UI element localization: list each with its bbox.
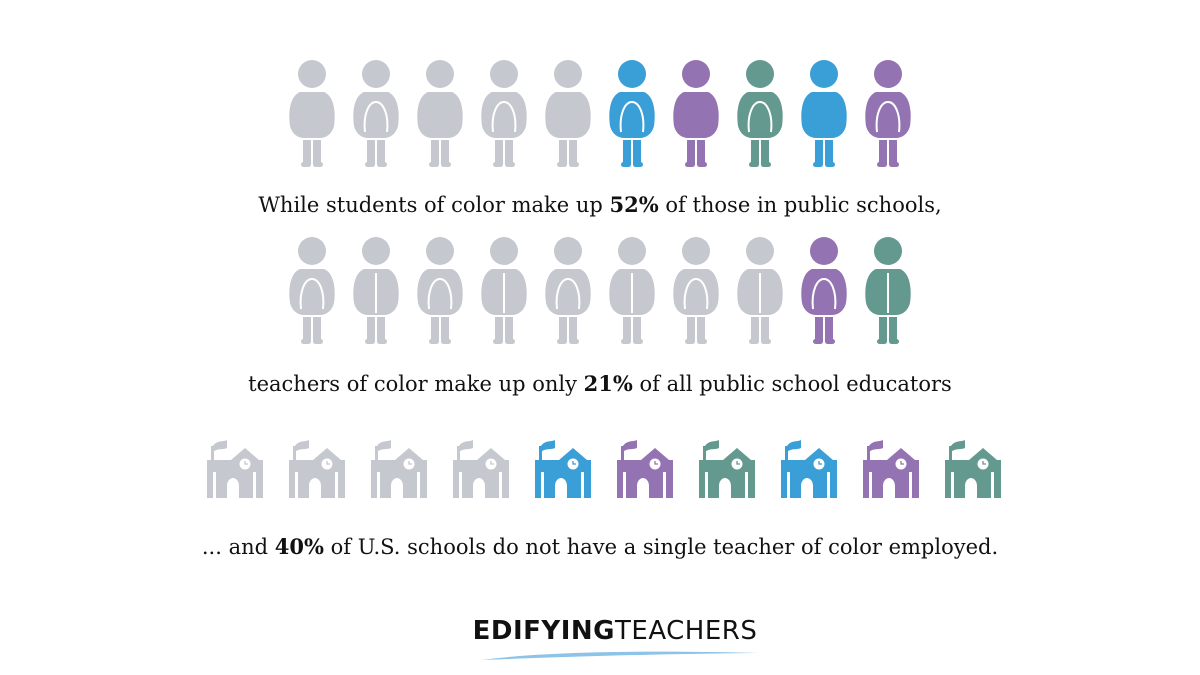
person-icon xyxy=(481,237,527,344)
person-icon xyxy=(865,237,911,344)
person-icon xyxy=(353,60,399,167)
person-icon xyxy=(865,60,911,167)
person-icon xyxy=(609,60,655,167)
person-icon xyxy=(289,237,335,344)
school-icon xyxy=(453,440,509,498)
logo-swoosh-icon xyxy=(482,651,758,660)
school-icon xyxy=(207,440,263,498)
person-icon xyxy=(545,237,591,344)
logo-wordmark: EDIFYINGTEACHERS xyxy=(472,616,758,646)
schools-icon-row xyxy=(0,436,1200,498)
person-icon xyxy=(353,237,399,344)
person-icon xyxy=(737,237,783,344)
person-icon xyxy=(289,60,335,167)
teachers-caption: teachers of color make up only 21% of al… xyxy=(248,371,952,396)
person-icon xyxy=(417,237,463,344)
students-caption: While students of color make up 52% of t… xyxy=(258,192,942,217)
school-icon xyxy=(863,440,919,498)
schools-percent: 40% xyxy=(274,534,324,559)
person-icon xyxy=(673,237,719,344)
person-icon xyxy=(673,60,719,167)
school-icon xyxy=(289,440,345,498)
school-icon xyxy=(617,440,673,498)
person-icon xyxy=(545,60,591,167)
person-icon xyxy=(609,237,655,344)
person-icon xyxy=(801,237,847,344)
person-icon xyxy=(417,60,463,167)
person-icon xyxy=(481,60,527,167)
person-icon xyxy=(801,60,847,167)
teachers-icon-row xyxy=(0,237,1200,345)
schools-caption: ... and 40% of U.S. schools do not have … xyxy=(201,534,999,559)
students-icon-row xyxy=(0,60,1200,168)
school-icon xyxy=(371,440,427,498)
school-icon xyxy=(699,440,755,498)
school-icon xyxy=(945,440,1001,498)
person-icon xyxy=(737,60,783,167)
students-percent: 52% xyxy=(609,192,659,217)
teachers-percent: 21% xyxy=(583,371,633,396)
school-icon xyxy=(535,440,591,498)
edifying-teachers-logo: EDIFYINGTEACHERS xyxy=(440,616,780,664)
school-icon xyxy=(781,440,837,498)
